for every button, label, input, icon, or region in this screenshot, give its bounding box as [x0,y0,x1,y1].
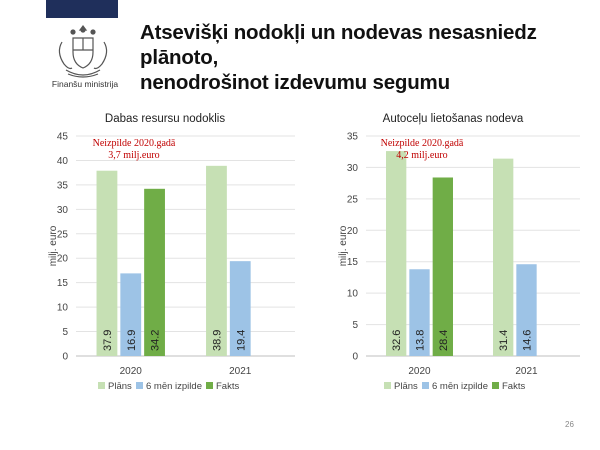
page-title: Atsevišķi nodokļi un nodevas nesasniedz … [140,20,590,95]
x-tick-label: 2020 [408,366,431,377]
y-tick-label: 20 [347,226,359,237]
legend-label: Plāns [108,381,132,392]
x-tick-label: 2020 [120,366,143,377]
legend-swatch [492,382,499,389]
bar-value-label: 31.4 [498,330,510,351]
legend-swatch [136,382,143,389]
legend-label: 6 mēn izpilde [432,381,488,392]
bar-pl-ns [386,151,407,356]
y-tick-label: 10 [347,289,359,300]
ministry-caption: Finanšu ministrija [51,79,119,89]
y-tick-label: 30 [57,205,69,216]
chart-title: Autoceļu lietošanas nodeva [383,113,524,125]
y-tick-label: 15 [57,278,69,289]
y-tick-label: 35 [57,180,69,191]
bar-value-label: 32.6 [391,330,403,351]
x-tick-label: 2021 [229,366,252,377]
legend-label: Fakts [216,381,239,392]
bar-pl-ns [96,170,118,356]
y-tick-label: 20 [57,254,69,265]
legend-swatch [98,382,105,389]
page-title-line1: Atsevišķi nodokļi un nodevas nesasniedz … [140,21,537,69]
annotation-text: 3,7 milj.euro [108,150,159,161]
bar-value-label: 16.9 [126,330,138,351]
legend-label: 6 mēn izpilde [146,381,202,392]
y-tick-label: 5 [352,320,358,331]
y-tick-label: 15 [347,257,359,268]
legend-swatch [422,382,429,389]
bar-6-m-n-izpilde [409,269,430,356]
coat-of-arms-icon [58,25,108,78]
chart-2: Autoceļu lietošanas nodeva 0 5 10 15 20 25 30 35… [338,113,580,392]
y-axis-label: milj. euro [48,225,59,266]
bar-fakts [432,177,453,356]
bar-value-label: 38.9 [211,330,223,351]
y-axis-label: milj. euro [338,225,349,266]
bar-6-m-n-izpilde [229,261,251,356]
bar-6-m-n-izpilde [516,264,537,356]
header-band [46,0,118,18]
bar-fakts [144,188,165,356]
bar-pl-ns [493,158,514,356]
bar-value-label: 19.4 [235,330,247,351]
legend-label: Plāns [394,381,418,392]
bar-pl-ns [206,165,227,356]
bar-value-label: 28.4 [438,330,450,351]
bar-value-label: 37.9 [102,330,114,351]
bar-value-label: 34.2 [150,330,162,351]
legend-label: Fakts [502,381,525,392]
y-tick-label: 30 [347,163,359,174]
page-number: 26 [565,420,574,429]
annotation-text: 4,2 milj.euro [396,150,447,161]
y-tick-label: 5 [62,327,68,338]
legend-swatch [384,382,391,389]
chart-title: Dabas resursu nodoklis [105,113,225,125]
bar-value-label: 14.6 [522,330,534,351]
legend-swatch [206,382,213,389]
y-tick-label: 45 [57,132,69,143]
x-tick-label: 2021 [515,366,538,377]
y-tick-label: 10 [57,303,69,314]
y-tick-label: 25 [347,194,359,205]
y-tick-label: 25 [57,229,69,240]
y-tick-label: 35 [347,132,359,143]
chart-1: Dabas resursu nodoklis 0 5 10 15 20 25 30 35 40 45… [48,113,295,392]
bar-value-label: 13.8 [415,330,427,351]
y-tick-label: 40 [57,156,69,167]
annotation-text: Neizpilde 2020.gadā [381,138,464,149]
y-tick-label: 0 [62,352,68,363]
bar-6-m-n-izpilde [120,273,142,356]
y-tick-label: 0 [352,352,358,363]
annotation-text: Neizpilde 2020.gadā [93,138,176,149]
page-title-line2: nenodrošinot izdevumu segumu [140,71,450,94]
